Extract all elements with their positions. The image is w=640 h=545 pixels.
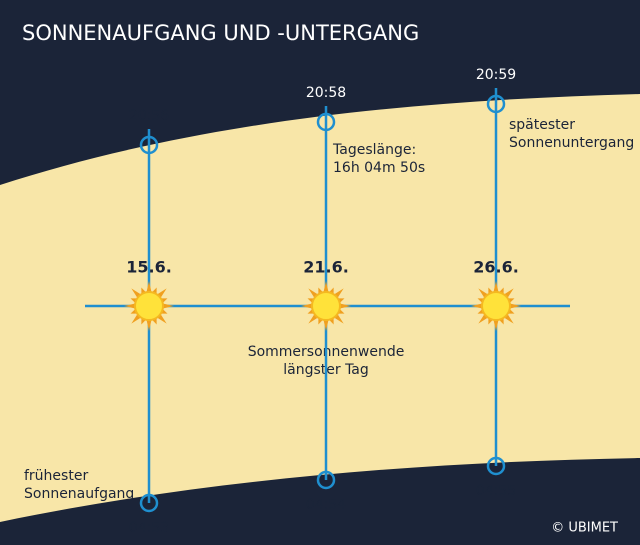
time-marker [486,456,506,476]
sun-ray [493,281,499,293]
credit: © UBIMET [551,521,618,536]
sun-ray [493,319,499,331]
time-marker [316,470,336,490]
title: SONNENAUFGANG UND -UNTERGANG [22,21,419,45]
sun-ray [146,319,152,331]
sunrise-time: 04:54 [306,497,346,513]
date: 15.6. [126,258,172,277]
sun-ray [509,303,521,309]
sun-ray [146,281,152,293]
sun-ray [471,303,483,309]
time-marker [139,493,159,513]
annotation: Tageslänge: [332,142,416,158]
date: 26.6. [473,258,519,277]
date: 21.6. [303,258,349,277]
sun-ray [162,303,174,309]
annotation: 16h 04m 50s [333,160,425,176]
sun-disc [481,291,511,321]
sunset-time: 20:59 [476,67,516,83]
sun-ray [339,303,351,309]
sun-ray [323,281,329,293]
sun-disc [311,291,341,321]
annotation: spätester [509,117,575,133]
sunrise-time: 04:55 [476,483,516,499]
sunset-time: 20:58 [306,85,346,101]
sunset-time: 20:56 [129,108,169,124]
sun-ray [124,303,136,309]
sun-ray [301,303,313,309]
sunrise-time: 04:53 [129,520,169,536]
sun-ray [323,319,329,331]
annotation: Sonnenuntergang [509,135,634,151]
annotation: Sonnenaufgang [24,486,134,502]
sun-disc [134,291,164,321]
annotation: frühester [24,468,88,484]
